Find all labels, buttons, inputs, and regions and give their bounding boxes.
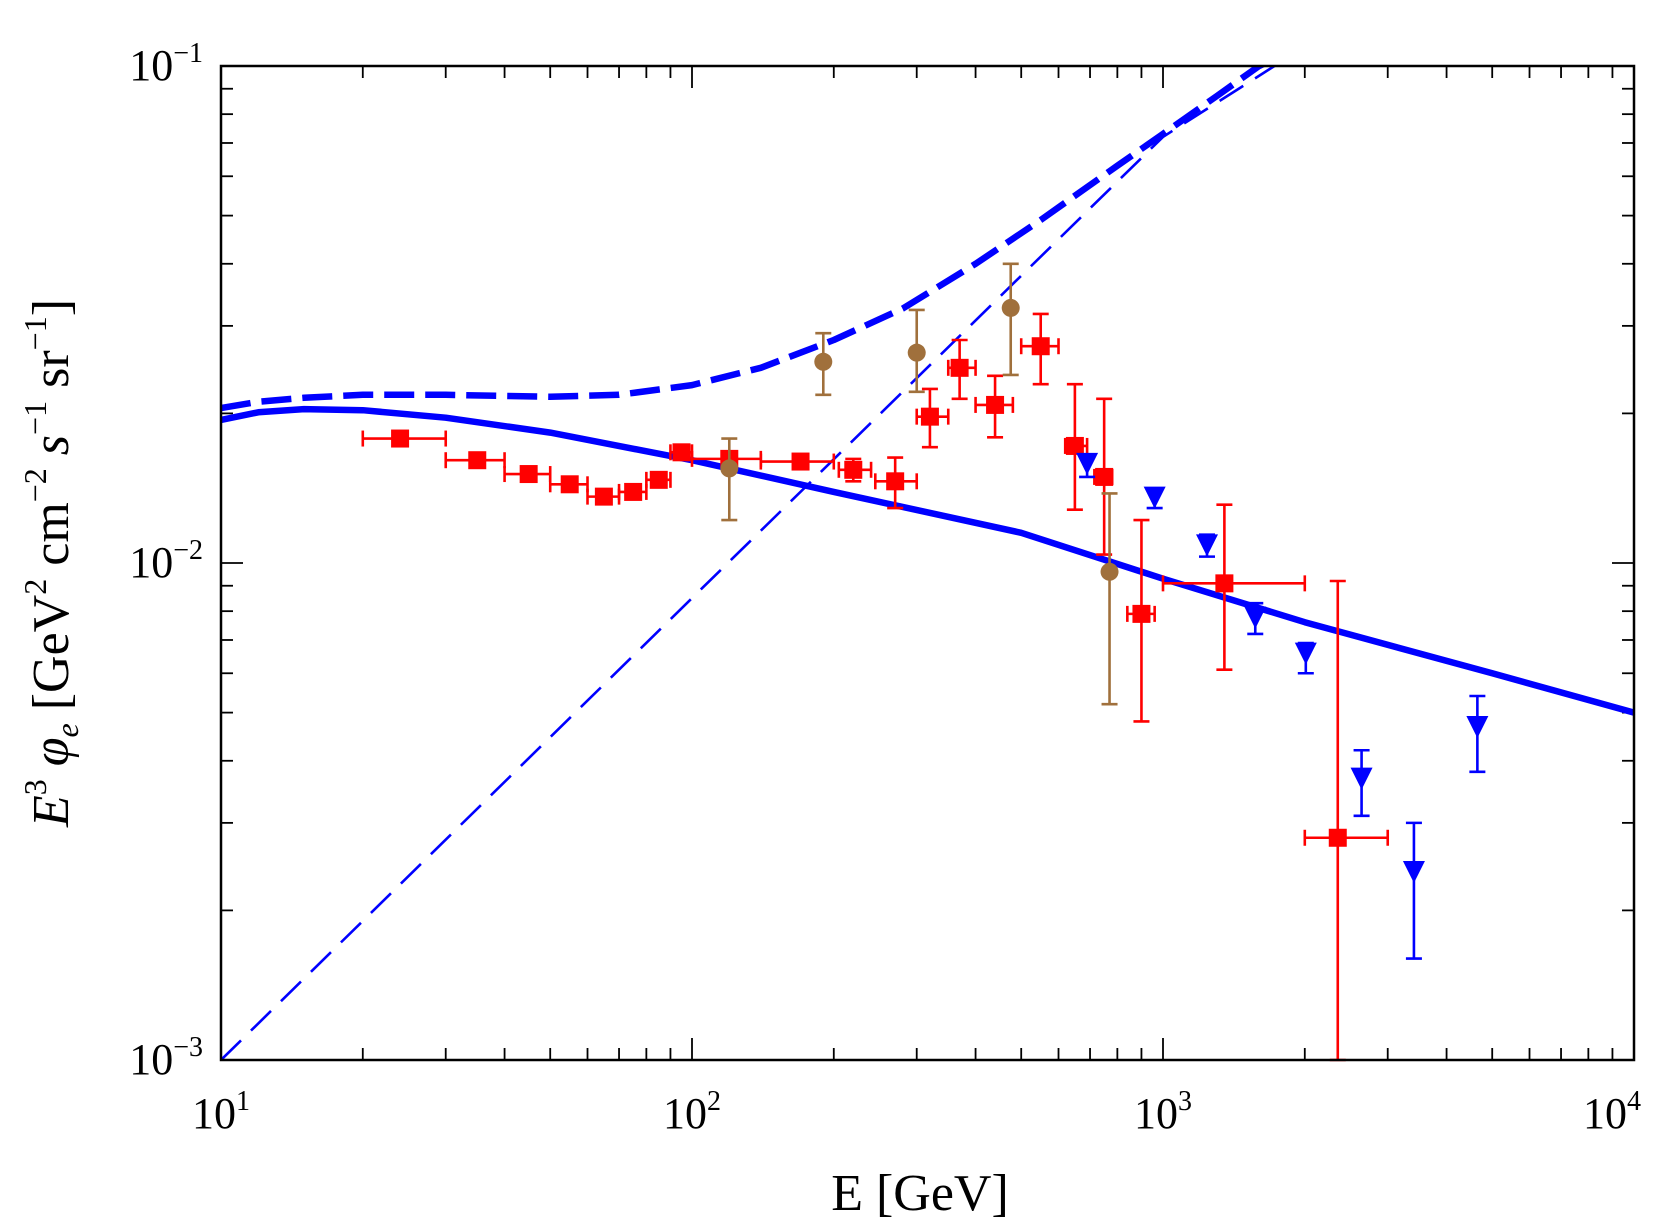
- x-tick-label: 104: [1583, 1086, 1641, 1138]
- fermi-point: [986, 395, 1005, 414]
- fermi-point: [672, 443, 691, 462]
- fermi-point: [920, 407, 939, 426]
- fermi-point: [886, 472, 905, 491]
- hess-point: [1244, 606, 1267, 629]
- y-label-bracket-gev: [GeV: [23, 595, 80, 711]
- curve-total-model: [221, 66, 1267, 412]
- y-tick-label: 10−2: [129, 535, 203, 587]
- x-axis-label: E [GeV]: [831, 1165, 1009, 1222]
- y-label-phi-sub: e: [49, 723, 85, 737]
- hess-point: [1196, 534, 1219, 557]
- data-points: [361, 262, 1489, 1062]
- svg-text:E3 φe [GeV2 cm−2 s−1 sr−1]: E3 φe [GeV2 cm−2 s−1 sr−1]: [17, 299, 85, 828]
- y-label-e: E: [23, 795, 80, 828]
- fermi-point: [844, 460, 863, 479]
- y-label-sr: sr: [23, 350, 80, 388]
- minor-ticks: [221, 66, 1634, 1060]
- fermi-point: [594, 487, 613, 506]
- y-label-s-exp: −1: [17, 401, 53, 435]
- fermi-point: [1328, 828, 1347, 847]
- y-axis-label: E3 φe [GeV2 cm−2 s−1 sr−1]: [17, 299, 85, 828]
- atic-point: [1001, 298, 1020, 317]
- x-tick-label: 101: [192, 1086, 250, 1138]
- atic-point: [814, 352, 833, 371]
- hess-point: [1466, 715, 1489, 738]
- atic-point: [720, 459, 739, 478]
- y-tick-labels: 10−3 10−2 10−1: [129, 38, 203, 1084]
- hess-point: [1402, 861, 1425, 884]
- fermi-point: [1132, 604, 1151, 623]
- hess-point: [1143, 486, 1166, 509]
- y-label-gev-exp: 2: [17, 579, 53, 595]
- y-label-cm-exp: −2: [17, 468, 53, 502]
- x-tick-labels: 101 102 103 104: [192, 1086, 1641, 1138]
- fermi-point: [791, 452, 810, 471]
- fermi-point: [1215, 574, 1234, 593]
- atic-point: [1100, 562, 1119, 581]
- fermi-point: [624, 482, 643, 501]
- y-tick-label: 10−3: [129, 1032, 203, 1084]
- fermi-point: [649, 470, 668, 489]
- y-label-sr-exp: −1: [17, 316, 53, 350]
- y-label-phi: φ: [23, 737, 80, 766]
- y-tick-label: 10−1: [129, 38, 203, 90]
- hess-point: [1350, 767, 1373, 790]
- plot-frame: [219, 64, 1636, 1062]
- fermi-point: [950, 358, 969, 377]
- y-label-bracket-close: ]: [23, 299, 80, 316]
- atic-point: [907, 343, 926, 362]
- fermi-point: [391, 429, 410, 448]
- y-label-s: s: [23, 435, 80, 455]
- fermi-point: [1095, 467, 1114, 486]
- fermi-point: [519, 465, 538, 484]
- y-label-e-exp: 3: [17, 779, 53, 795]
- y-label-cm: cm: [23, 502, 80, 566]
- fermi-point: [560, 475, 579, 494]
- x-tick-label: 102: [663, 1086, 721, 1138]
- fermi-point: [468, 451, 487, 470]
- curve-dark-matter-component: [221, 66, 1277, 1060]
- fermi-point: [1065, 436, 1084, 455]
- x-tick-label: 103: [1134, 1086, 1192, 1138]
- fermi-point: [1031, 337, 1050, 356]
- hess-point: [1076, 452, 1099, 475]
- hess-point: [1294, 642, 1317, 665]
